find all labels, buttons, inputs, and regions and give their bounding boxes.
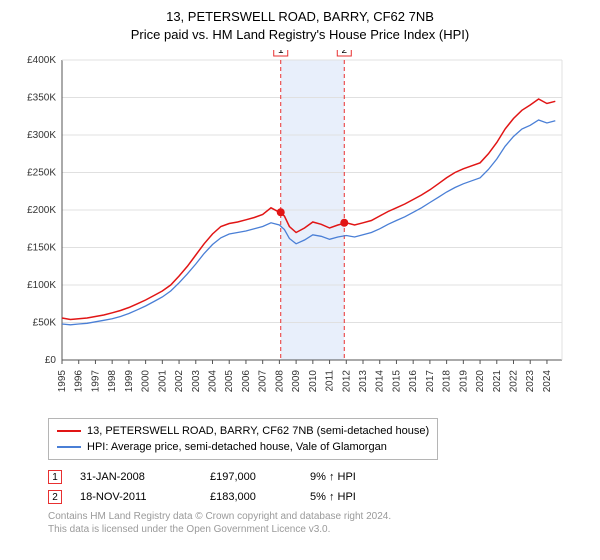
legend-label: 13, PETERSWELL ROAD, BARRY, CF62 7NB (se… xyxy=(87,423,429,439)
svg-text:2021: 2021 xyxy=(492,370,503,393)
sale-date: 31-JAN-2008 xyxy=(80,471,210,483)
sale-marker: 2 xyxy=(48,490,62,504)
sale-row: 1 31-JAN-2008£197,0009% ↑ HPI xyxy=(48,470,588,484)
legend-label: HPI: Average price, semi-detached house,… xyxy=(87,439,387,455)
svg-text:£350K: £350K xyxy=(27,93,56,104)
svg-text:1998: 1998 xyxy=(107,370,118,393)
sale-price: £197,000 xyxy=(210,471,310,483)
legend-swatch xyxy=(57,446,81,448)
svg-text:2008: 2008 xyxy=(274,370,285,393)
svg-text:1995: 1995 xyxy=(57,370,68,393)
svg-text:£0: £0 xyxy=(45,355,57,366)
svg-text:2019: 2019 xyxy=(458,370,469,393)
svg-text:2015: 2015 xyxy=(391,370,402,393)
svg-text:2011: 2011 xyxy=(325,370,336,392)
title-line-1: 13, PETERSWELL ROAD, BARRY, CF62 7NB xyxy=(12,8,588,26)
sale-price: £183,000 xyxy=(210,491,310,503)
svg-text:2018: 2018 xyxy=(442,370,453,393)
svg-text:1: 1 xyxy=(278,50,284,56)
svg-text:£250K: £250K xyxy=(27,168,56,179)
chart-title: 13, PETERSWELL ROAD, BARRY, CF62 7NB Pri… xyxy=(12,8,588,44)
svg-text:£200K: £200K xyxy=(27,205,56,216)
svg-text:2013: 2013 xyxy=(358,370,369,393)
svg-text:2022: 2022 xyxy=(509,370,520,393)
svg-text:2007: 2007 xyxy=(258,370,269,393)
svg-text:2009: 2009 xyxy=(291,370,302,393)
svg-text:2005: 2005 xyxy=(224,370,235,393)
svg-text:2004: 2004 xyxy=(208,370,219,393)
svg-text:2023: 2023 xyxy=(525,370,536,393)
svg-text:2: 2 xyxy=(341,50,347,56)
svg-text:2014: 2014 xyxy=(375,370,386,393)
svg-text:2010: 2010 xyxy=(308,370,319,393)
sale-row: 2 18-NOV-2011£183,0005% ↑ HPI xyxy=(48,490,588,504)
footer-line-1: Contains HM Land Registry data © Crown c… xyxy=(48,510,588,523)
sale-date: 18-NOV-2011 xyxy=(80,491,210,503)
svg-text:£300K: £300K xyxy=(27,130,56,141)
svg-text:2024: 2024 xyxy=(542,370,553,393)
svg-text:2001: 2001 xyxy=(157,370,168,393)
footer-attribution: Contains HM Land Registry data © Crown c… xyxy=(48,510,588,536)
sale-hpi: 5% ↑ HPI xyxy=(310,491,430,503)
footer-line-2: This data is licensed under the Open Gov… xyxy=(48,523,588,536)
legend-item: HPI: Average price, semi-detached house,… xyxy=(57,439,429,455)
svg-text:2012: 2012 xyxy=(341,370,352,393)
svg-text:2006: 2006 xyxy=(241,370,252,393)
svg-text:2000: 2000 xyxy=(141,370,152,393)
sale-events: 1 31-JAN-2008£197,0009% ↑ HPI 2 18-NOV-2011… xyxy=(48,470,588,504)
svg-text:£100K: £100K xyxy=(27,280,56,291)
legend: 13, PETERSWELL ROAD, BARRY, CF62 7NB (se… xyxy=(48,418,438,460)
legend-item: 13, PETERSWELL ROAD, BARRY, CF62 7NB (se… xyxy=(57,423,429,439)
title-line-2: Price paid vs. HM Land Registry's House … xyxy=(12,26,588,44)
chart-area: £0 £50K £100K £150K £200K £250K £300K £350K £400… xyxy=(12,50,588,410)
svg-text:£50K: £50K xyxy=(33,318,57,329)
sale-marker: 1 xyxy=(48,470,62,484)
svg-text:1997: 1997 xyxy=(90,370,101,393)
svg-text:£150K: £150K xyxy=(27,243,56,254)
svg-text:£400K: £400K xyxy=(27,55,56,66)
price-hpi-line-chart: £0 £50K £100K £150K £200K £250K £300K £350K £400… xyxy=(12,50,572,410)
svg-text:1999: 1999 xyxy=(124,370,135,393)
svg-text:2016: 2016 xyxy=(408,370,419,393)
svg-text:2020: 2020 xyxy=(475,370,486,393)
svg-text:2017: 2017 xyxy=(425,370,436,393)
svg-text:2002: 2002 xyxy=(174,370,185,393)
svg-text:1996: 1996 xyxy=(74,370,85,393)
sale-hpi: 9% ↑ HPI xyxy=(310,471,430,483)
svg-text:2003: 2003 xyxy=(191,370,202,393)
legend-swatch xyxy=(57,430,81,432)
